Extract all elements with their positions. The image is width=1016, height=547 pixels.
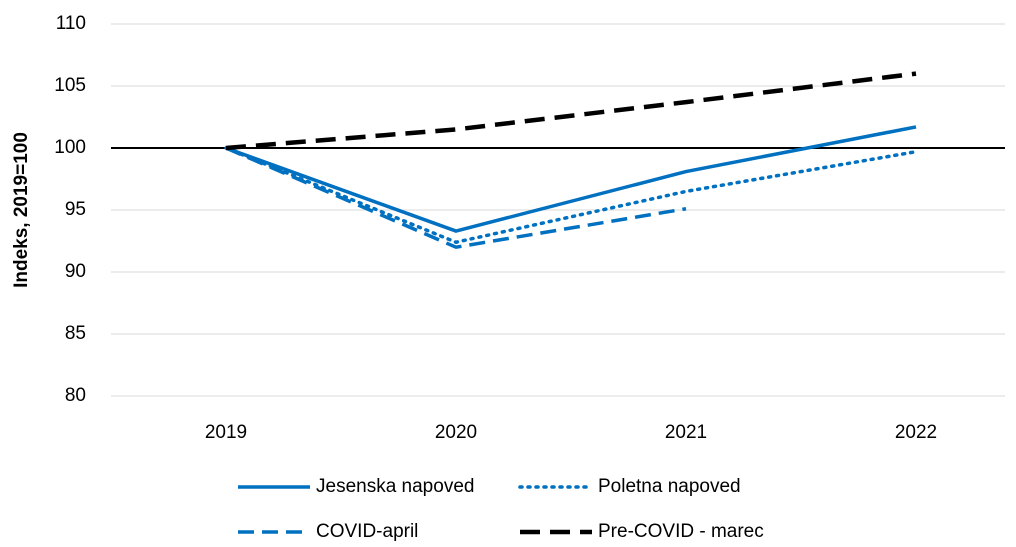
x-tick-label: 2021 xyxy=(665,422,707,443)
series-line xyxy=(225,125,917,233)
x-tick-label: 2022 xyxy=(895,422,937,443)
y-tick-label: 95 xyxy=(65,199,86,220)
y-tick-label: 105 xyxy=(54,75,86,96)
x-tick-label: 2020 xyxy=(435,422,477,443)
y-tick-label: 85 xyxy=(65,323,86,344)
y-tick-label: 110 xyxy=(56,13,86,34)
series-line xyxy=(225,71,917,151)
legend-label: Poletna napoved xyxy=(598,476,741,497)
y-tick-label: 90 xyxy=(65,261,86,282)
y-tick-label: 100 xyxy=(54,137,86,158)
y-tick-label: 80 xyxy=(65,385,86,406)
legend-label: Pre-COVID - marec xyxy=(598,521,764,542)
series-line xyxy=(225,146,687,249)
legend-label: Jesenska napoved xyxy=(316,476,474,497)
x-tick-label: 2019 xyxy=(205,422,247,443)
legend-label: COVID-april xyxy=(316,521,418,542)
series-line xyxy=(224,146,918,244)
y-axis-label: Indeks, 2019=100 xyxy=(11,132,32,288)
